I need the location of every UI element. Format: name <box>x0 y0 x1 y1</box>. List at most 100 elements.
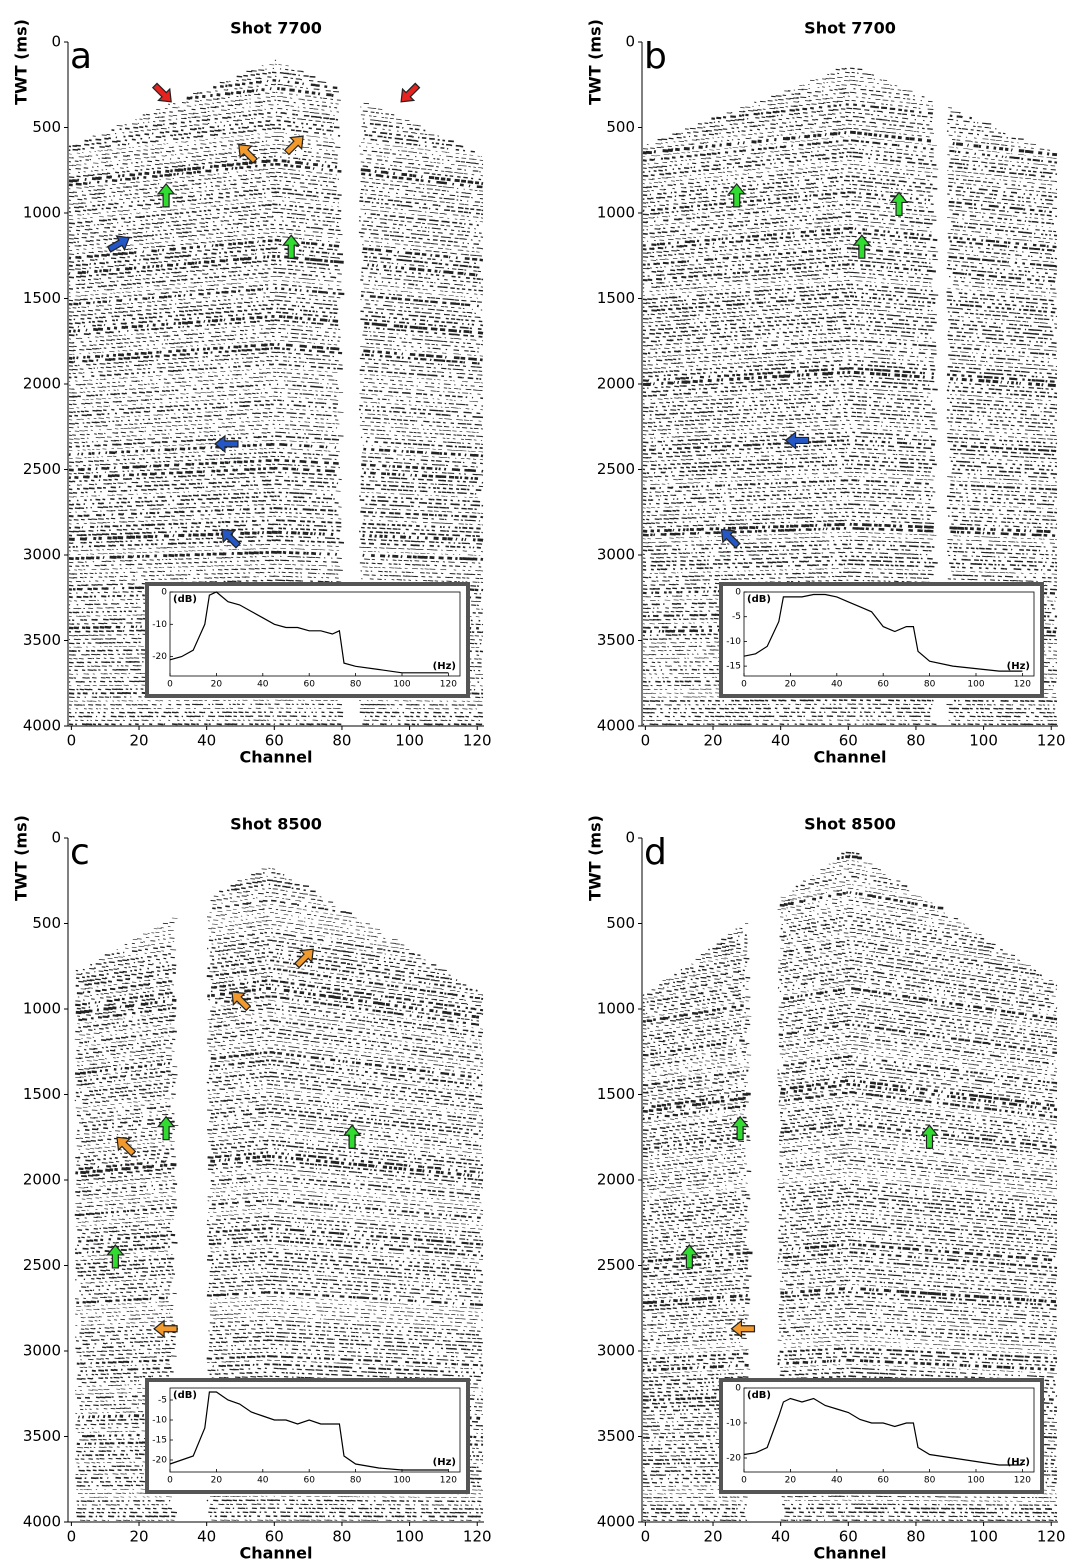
annotation-arrow <box>730 1115 750 1141</box>
seismic-texture <box>77 1143 484 1167</box>
seismic-texture <box>642 971 1055 1008</box>
inset-y-label: (dB) <box>173 594 197 605</box>
seismic-texture <box>642 1063 1058 1094</box>
seismic-texture <box>77 1507 484 1510</box>
seismic-texture <box>642 1231 1058 1251</box>
inset-y-label: (dB) <box>747 594 771 605</box>
seismic-texture <box>75 959 478 992</box>
seismic-texture <box>642 1327 1056 1342</box>
y-tick-label: 0 <box>625 829 635 847</box>
seismic-texture <box>98 935 426 961</box>
annotation-arrow <box>784 431 810 450</box>
seismic-texture <box>642 375 1054 391</box>
seismic-texture <box>68 279 479 299</box>
y-tick-label: 4000 <box>597 1513 635 1531</box>
annotation-arrow <box>400 82 421 103</box>
seismic-texture <box>75 1211 483 1230</box>
seismic-texture <box>142 915 382 935</box>
seismic-texture <box>75 1139 480 1162</box>
seismic-texture <box>68 407 482 422</box>
seismic-texture <box>642 507 1055 517</box>
seismic-texture <box>642 1286 1057 1305</box>
y-axis-label: TWT (ms) <box>12 815 31 901</box>
seismic-texture <box>68 319 483 338</box>
x-tick-label: 80 <box>332 1528 351 1546</box>
seismic-texture <box>809 75 888 81</box>
y-tick-label: 2500 <box>597 460 635 478</box>
seismic-texture <box>642 1199 1058 1222</box>
seismic-texture <box>642 1111 1053 1139</box>
seismic-texture <box>672 115 1006 136</box>
seismic-texture <box>81 1099 484 1125</box>
seismic-texture <box>642 1275 1058 1293</box>
seismic-texture <box>642 1507 1053 1511</box>
seismic-texture <box>711 103 972 120</box>
seismic-texture <box>68 719 481 722</box>
seismic-texture <box>721 915 985 941</box>
seismic-texture <box>77 1263 476 1279</box>
seismic-texture <box>68 463 484 476</box>
seismic-texture <box>642 699 1058 703</box>
seismic-texture <box>642 391 1058 406</box>
seismic-texture <box>642 291 1057 310</box>
seismic-texture <box>68 346 480 365</box>
seismic-texture <box>642 363 1058 379</box>
inset-x-tick-label: 20 <box>785 680 797 690</box>
inset-x-tick-label: 100 <box>967 1476 984 1486</box>
seismic-texture <box>642 431 1058 445</box>
seismic-texture <box>802 871 901 882</box>
seismic-texture <box>642 1319 1057 1334</box>
x-axis-label: Channel <box>239 748 312 767</box>
seismic-texture <box>642 563 1058 572</box>
seismic-texture <box>642 411 1053 425</box>
y-tick-label: 2000 <box>23 1171 61 1189</box>
x-tick-label: 0 <box>67 1528 77 1546</box>
x-tick-label: 20 <box>129 732 148 750</box>
seismic-texture <box>657 119 1024 141</box>
seismic-texture <box>642 219 1058 240</box>
seismic-texture <box>68 703 483 706</box>
inset-y-tick-label: 0 <box>735 1384 741 1394</box>
seismic-texture <box>68 563 484 572</box>
seismic-texture <box>642 366 1055 383</box>
seismic-texture <box>68 395 483 411</box>
seismic-texture <box>642 1159 1058 1184</box>
seismic-texture <box>75 1071 482 1098</box>
seismic-texture <box>642 483 1058 495</box>
seismic-texture <box>81 1183 482 1204</box>
seismic-texture <box>835 67 863 71</box>
seismic-texture <box>79 1519 481 1521</box>
y-tick-label: 2500 <box>23 460 61 478</box>
seismic-texture <box>68 271 484 292</box>
inset-x-tick-label: 80 <box>350 1476 362 1486</box>
annotation-arrow <box>293 948 314 969</box>
annotation-arrow <box>342 1124 362 1149</box>
annotation-arrow <box>730 1319 756 1339</box>
seismic-texture <box>76 1095 484 1121</box>
seismic-texture <box>642 226 1057 249</box>
seismic-texture <box>68 342 483 362</box>
seismic-texture <box>642 315 1053 333</box>
inset-x-tick-label: 0 <box>167 1476 173 1486</box>
seismic-texture <box>642 1082 1058 1113</box>
seismic-texture <box>642 519 1058 529</box>
annotation-arrow <box>680 1243 699 1269</box>
seismic-texture <box>841 851 860 855</box>
seismic-texture <box>642 1351 1058 1364</box>
seismic-texture <box>68 427 483 441</box>
seismic-texture <box>68 419 479 434</box>
seismic-texture <box>642 531 1058 541</box>
seismic-texture <box>81 1283 483 1299</box>
seismic-texture <box>642 1267 1056 1285</box>
seismic-texture <box>68 375 483 392</box>
seismic-texture <box>642 303 1054 321</box>
inset-x-tick-label: 40 <box>257 680 269 690</box>
seismic-texture <box>171 904 357 919</box>
inset-axes <box>743 1387 1035 1473</box>
seismic-texture <box>642 1255 1058 1274</box>
x-tick-label: 80 <box>332 732 351 750</box>
seismic-texture <box>642 427 1058 440</box>
y-tick-label: 3500 <box>597 631 635 649</box>
inset-y-tick-label: -15 <box>726 662 741 672</box>
